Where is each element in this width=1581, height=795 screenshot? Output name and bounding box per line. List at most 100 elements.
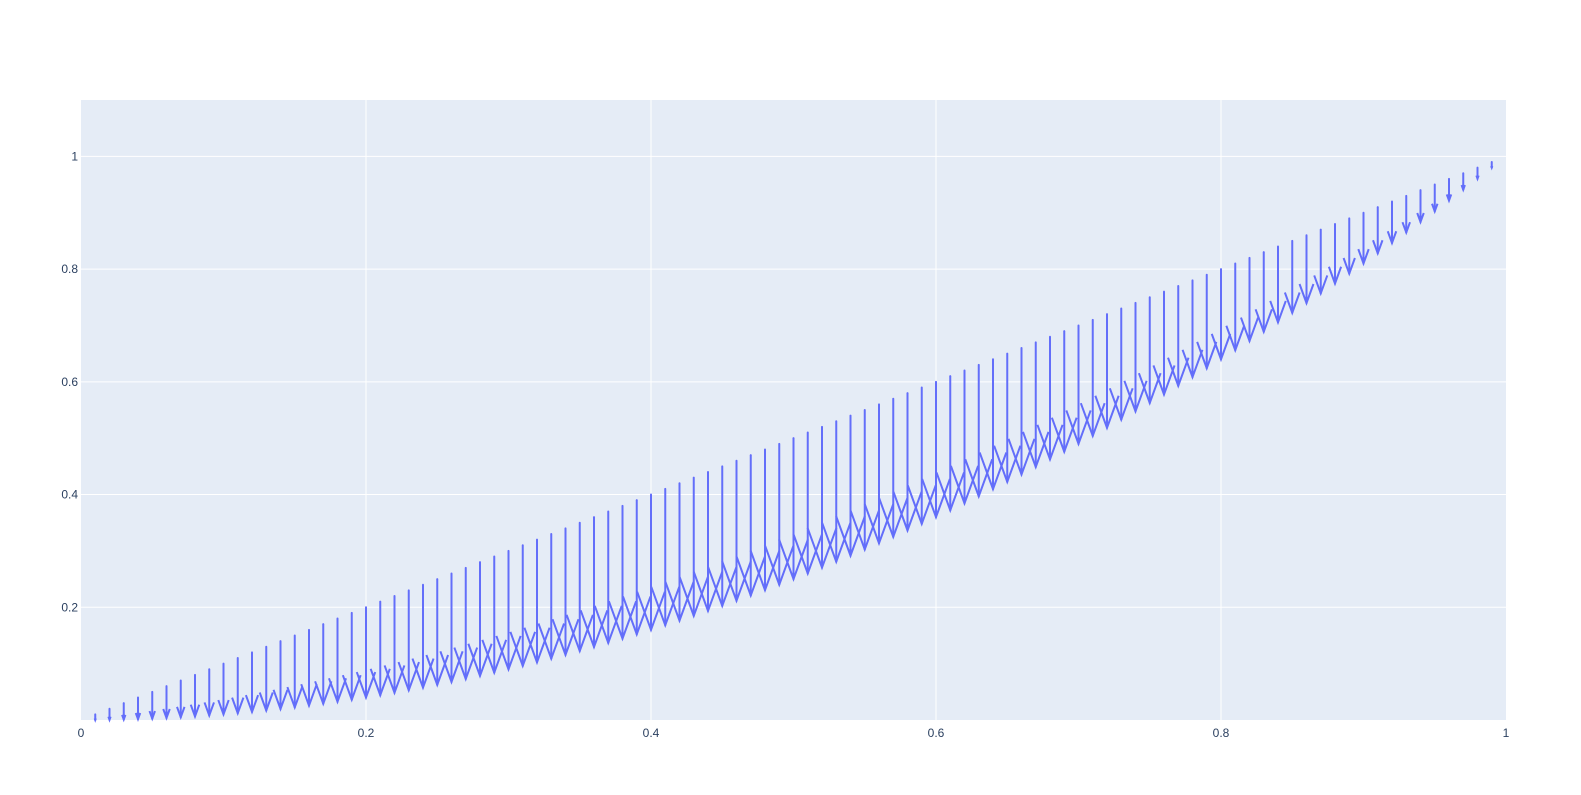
arrow-head <box>1490 165 1494 171</box>
arrow-head <box>921 478 951 521</box>
arrow-head <box>1386 230 1398 246</box>
arrow-head <box>203 702 215 719</box>
arrow <box>706 465 738 609</box>
arrow <box>411 583 435 691</box>
arrow <box>763 442 795 588</box>
arrow-head <box>849 509 881 553</box>
arrow-head <box>189 704 201 720</box>
arrow-head <box>1137 372 1162 406</box>
arrow-head <box>935 472 965 514</box>
arrow-head <box>397 661 420 694</box>
arrow <box>286 634 304 711</box>
arrow-head <box>1416 212 1425 225</box>
arrow <box>272 640 289 712</box>
arrow-head <box>121 714 127 723</box>
y-tick-label: 0.8 <box>61 262 78 276</box>
arrow-head <box>1181 349 1204 381</box>
arrow <box>203 668 215 719</box>
arrow-head <box>1475 175 1480 182</box>
arrow <box>849 409 881 553</box>
arrow <box>1416 189 1425 225</box>
arrow-head <box>217 699 230 718</box>
arrow <box>1210 268 1232 363</box>
arrow-head <box>244 694 260 715</box>
arrow-head <box>650 586 681 629</box>
arrow <box>1196 273 1218 372</box>
arrow <box>148 690 156 722</box>
arrow <box>328 617 347 705</box>
arrow-head <box>1094 395 1120 431</box>
arrow <box>835 414 866 559</box>
arrow <box>397 589 420 694</box>
arrow-head <box>107 716 112 723</box>
arrow <box>892 392 923 534</box>
arrow <box>162 685 171 721</box>
arrow-head <box>806 527 838 571</box>
arrow <box>749 448 781 594</box>
arrow-head <box>892 491 923 534</box>
arrow-head <box>93 718 97 723</box>
arrow-head <box>863 503 895 547</box>
arrow-head <box>1372 239 1384 257</box>
arrow-head <box>878 497 909 540</box>
arrow <box>1123 301 1148 415</box>
arrow <box>1357 211 1370 267</box>
arrow <box>964 363 994 500</box>
arrow-head <box>622 596 652 638</box>
arrow-head <box>1079 402 1106 439</box>
arrow-head <box>835 515 866 559</box>
arrow-head <box>964 458 994 500</box>
arrow <box>607 504 638 642</box>
arrow-head <box>1167 357 1190 389</box>
arrow <box>935 375 965 514</box>
arrow <box>134 696 142 723</box>
arrow <box>636 493 666 633</box>
arrow-head <box>565 614 594 654</box>
arrow-series <box>93 161 1494 723</box>
arrow-head <box>1254 308 1273 335</box>
arrow-head <box>1445 194 1453 204</box>
arrow-head <box>369 668 391 699</box>
arrow <box>341 611 362 703</box>
arrow <box>176 679 186 721</box>
arrow-head <box>607 600 638 642</box>
arrow-head <box>286 686 304 711</box>
arrow <box>1269 245 1287 326</box>
arrow <box>523 538 551 666</box>
arrow-head <box>1283 292 1301 316</box>
arrow-head <box>231 697 245 717</box>
arrow-head <box>148 710 156 722</box>
arrow <box>93 713 97 723</box>
arrow <box>1152 290 1176 398</box>
arrow <box>678 476 709 619</box>
arrow <box>565 521 594 654</box>
arrow-head <box>749 550 781 594</box>
arrow-head <box>523 627 551 666</box>
arrow <box>1254 251 1273 335</box>
arrow <box>1298 234 1315 307</box>
arrow <box>1401 194 1411 236</box>
arrow <box>664 482 695 624</box>
arrow <box>1137 296 1162 406</box>
y-tick-label: 1 <box>71 149 78 163</box>
arrow <box>551 527 580 658</box>
arrow <box>1327 223 1343 287</box>
x-tick-label: 0.6 <box>928 726 945 740</box>
arrow <box>1460 172 1466 193</box>
arrow-head <box>1460 184 1466 193</box>
arrow-head <box>1108 387 1134 423</box>
arrow-head <box>579 610 609 650</box>
arrow <box>314 623 333 707</box>
arrow <box>820 420 852 565</box>
arrow <box>863 403 895 547</box>
arrow <box>878 397 909 540</box>
arrow <box>778 437 809 583</box>
arrow <box>806 425 838 571</box>
arrow <box>1079 318 1106 439</box>
arrow <box>906 386 937 527</box>
arrow <box>579 516 609 650</box>
arrow-head <box>1123 380 1148 415</box>
arrow-head <box>1298 283 1315 307</box>
arrow-head <box>1225 325 1246 354</box>
